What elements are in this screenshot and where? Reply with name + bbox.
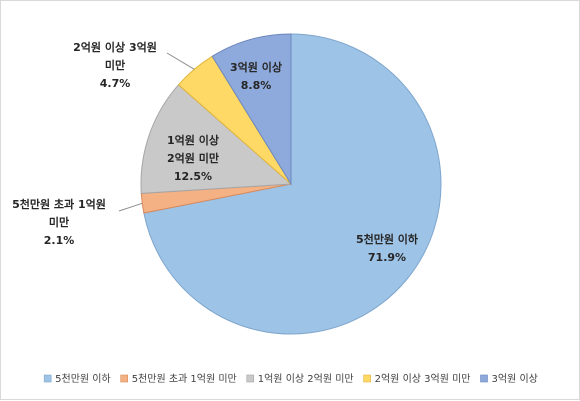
data-labels: 5천만원 이하 71.9% 5천만원 초과 1억원 미만 2.1% 1억원 이상 2억원 미… <box>12 40 419 264</box>
legend-label-5: 3억원 이상 <box>492 373 538 385</box>
data-label-3: 1억원 이상 2억원 미만 12.5% <box>167 133 219 183</box>
slice-5 <box>211 33 292 186</box>
legend-item-4: 2억원 이상 3억원 미만 <box>363 373 471 385</box>
legend-item-1: 5천만원 이하 <box>43 372 111 385</box>
legend-swatch-5 <box>480 374 488 383</box>
legend-swatch-2 <box>120 374 128 383</box>
leader-line-2 <box>118 202 143 212</box>
data-label-5: 3억원 이상 8.8% <box>230 60 282 92</box>
legend-label-4: 2억원 이상 3억원 미만 <box>375 373 471 385</box>
slice-3 <box>140 84 293 194</box>
legend-swatch-1 <box>43 374 52 383</box>
legend-swatch-4 <box>363 374 371 383</box>
leader-lines <box>118 52 195 212</box>
data-label-1: 5천만원 이하 71.9% <box>356 232 419 264</box>
legend-label-1: 5천만원 이하 <box>55 372 111 385</box>
legend-item-5: 3억원 이상 <box>480 373 538 385</box>
legend-item-2: 5천만원 초과 1억원 미만 <box>120 373 237 385</box>
data-label-2: 5천만원 초과 1억원 미만 2.1% <box>12 197 106 247</box>
legend-item-3: 1억원 이상 2억원 미만 <box>246 373 354 385</box>
legend: 5천만원 이하 5천만원 초과 1억원 미만 1억원 이상 2억원 미만 2억원 이상… <box>43 372 538 385</box>
legend-swatch-3 <box>246 374 255 383</box>
leader-line-4 <box>166 52 195 70</box>
data-label-4: 2억원 이상 3억원 미만 4.7% <box>73 40 157 90</box>
slice-1 <box>143 33 442 335</box>
legend-label-3: 1억원 이상 2억원 미만 <box>258 373 354 385</box>
pie-slices <box>140 33 442 335</box>
legend-label-2: 5천만원 초과 1억원 미만 <box>132 373 237 385</box>
